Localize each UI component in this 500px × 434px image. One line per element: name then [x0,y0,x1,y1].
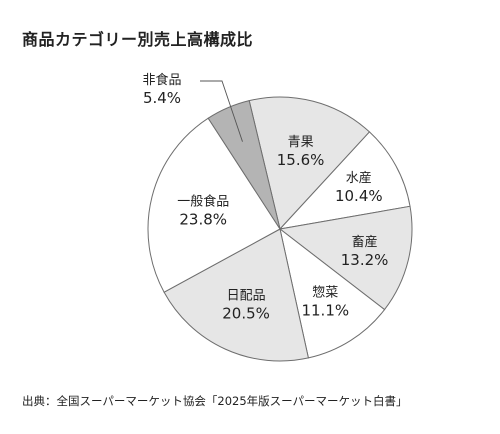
leader-line-hi-shokuhin [200,80,243,142]
slice-label-hi-shokuhin: 非食品 [142,72,181,88]
pie-slice-ippan-shokuhin [147,117,281,293]
source-note: 出典：全国スーパーマーケット協会「2025年版スーパーマーケット白書」 [22,394,408,408]
slice-value-chikusan: 13.2% [341,251,389,269]
pie-slice-sozai [279,227,386,359]
slice-value-nippai: 20.5% [222,305,270,323]
pie-slice-nippai [163,228,309,362]
pie-slice-chikusan [278,205,413,311]
slice-label-ippan-shokuhin: 一般食品 [177,194,229,210]
slice-value-suisan: 10.4% [335,187,383,205]
slice-label-seika: 青果 [288,135,314,150]
slice-value-sozai: 11.1% [301,301,349,319]
slice-label-chikusan: 畜産 [352,234,378,250]
slice-label-sozai: 惣菜 [312,285,338,300]
slice-value-seika: 15.6% [277,151,325,169]
pie-slice-seika [248,96,371,231]
pie-slice-suisan [278,131,411,230]
slice-label-nippai: 日配品 [227,289,266,304]
pie-slice-hi-shokuhin [207,100,281,230]
slice-value-hi-shokuhin: 5.4% [143,89,181,107]
chart-title: 商品カテゴリー別売上高構成比 [22,30,254,49]
slice-value-ippan-shokuhin: 23.8% [179,211,227,229]
slice-label-suisan: 水産 [346,170,372,186]
